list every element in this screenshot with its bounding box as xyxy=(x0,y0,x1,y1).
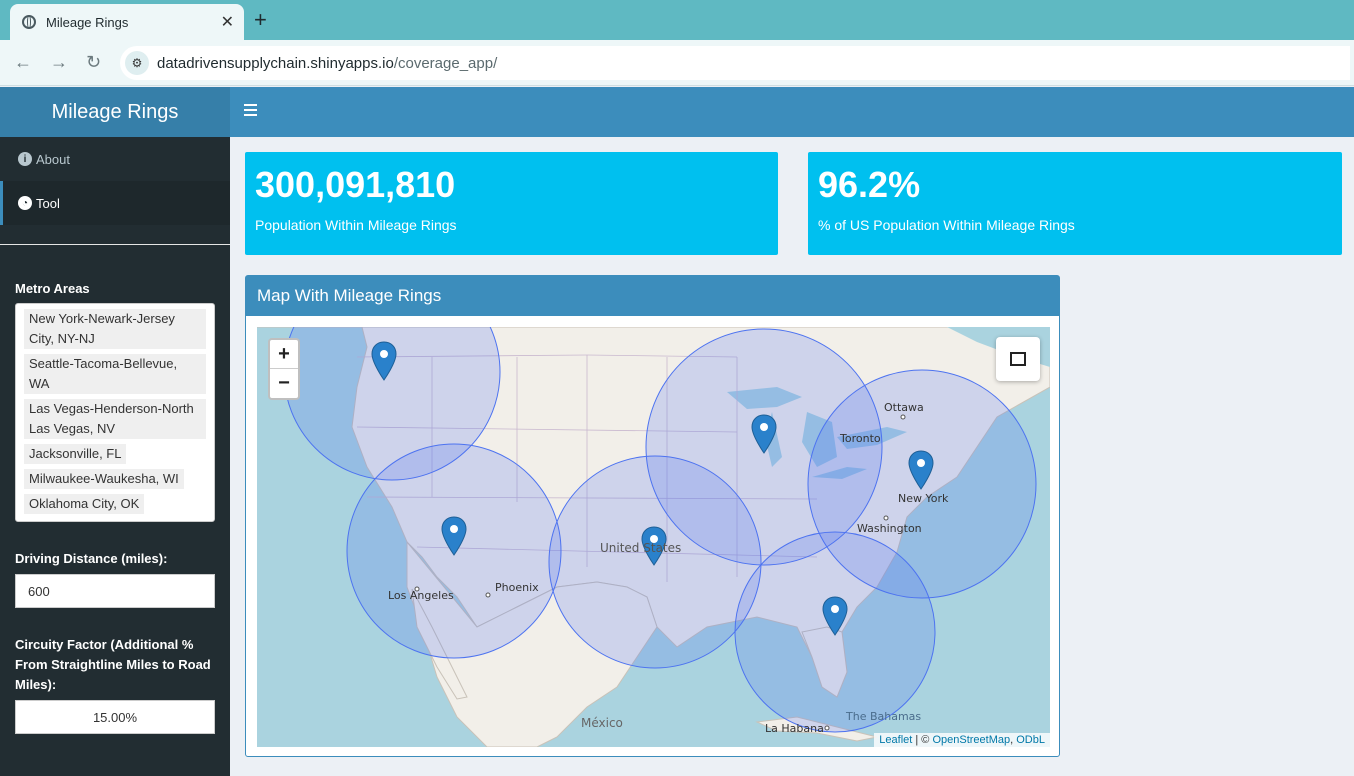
back-icon[interactable]: ← xyxy=(14,52,32,72)
map-label: México xyxy=(581,716,623,730)
url-field[interactable]: ⚙ datadrivensupplychain.shinyapps.io/cov… xyxy=(120,46,1350,80)
info-icon: i xyxy=(18,152,32,166)
app-title: Mileage Rings xyxy=(0,87,230,137)
percent-value: 96.2% xyxy=(818,164,921,205)
map-label: La Habana xyxy=(765,722,824,735)
map-label: United States xyxy=(600,541,681,555)
fullscreen-icon xyxy=(1010,352,1026,366)
fullscreen-button[interactable] xyxy=(996,337,1040,381)
osm-link[interactable]: OpenStreetMap xyxy=(932,734,1011,746)
sidebar: i About ◔ Tool Metro Areas New York-Newa… xyxy=(0,137,230,776)
top-navbar xyxy=(230,87,1354,137)
metro-chip[interactable]: Oklahoma City, OK xyxy=(24,494,145,514)
percent-subtitle: % of US Population Within Mileage Rings xyxy=(818,217,1075,233)
map-label: New York xyxy=(898,492,949,505)
marker-milwaukee[interactable] xyxy=(751,414,777,454)
map-label: Washington xyxy=(857,522,922,535)
map-canvas[interactable]: Ottawa Toronto New York Washington Unite… xyxy=(257,327,1050,747)
map-label: Toronto xyxy=(839,432,881,445)
dashboard-icon: ◔ xyxy=(18,196,32,210)
driving-distance-label: Driving Distance (miles): xyxy=(15,551,168,566)
north-america-land xyxy=(257,327,1050,698)
circuity-factor-input[interactable]: 15.00% xyxy=(15,700,215,734)
map-label: Phoenix xyxy=(495,581,539,594)
city-dots xyxy=(414,414,906,731)
map-label: The Bahamas xyxy=(845,710,921,723)
state-borders xyxy=(356,354,818,582)
metro-areas-label: Metro Areas xyxy=(15,281,90,296)
great-lakes xyxy=(727,387,907,479)
mexico-land xyxy=(406,540,658,747)
florida-land xyxy=(801,626,848,698)
browser-tab-bar: Mileage Rings ✕ + xyxy=(0,0,1354,40)
url-domain: datadrivensupplychain.shinyapps.io xyxy=(157,54,394,72)
marker-oklahoma-city[interactable] xyxy=(641,526,667,566)
odbl-link[interactable]: ODbL xyxy=(1016,734,1045,746)
leaflet-map[interactable]: Ottawa Toronto New York Washington Unite… xyxy=(257,327,1050,747)
globe-icon xyxy=(22,15,36,29)
zoom-control: + − xyxy=(268,338,300,400)
metro-areas-select[interactable]: New York-Newark-Jersey City, NY-NJ Seatt… xyxy=(15,303,215,522)
sidebar-item-label: Tool xyxy=(36,195,60,211)
sidebar-item-tool[interactable]: ◔ Tool xyxy=(0,181,230,225)
sidebar-item-about[interactable]: i About xyxy=(0,137,230,181)
leaflet-link[interactable]: Leaflet xyxy=(879,734,913,746)
map-labels: Ottawa Toronto New York Washington Unite… xyxy=(388,401,949,735)
forward-icon[interactable]: → xyxy=(50,52,68,72)
population-subtitle: Population Within Mileage Rings xyxy=(255,217,457,233)
population-value: 300,091,810 xyxy=(255,164,456,205)
marker-jacksonville[interactable] xyxy=(822,596,848,636)
reload-icon[interactable]: ↻ xyxy=(86,52,102,72)
map-box-title: Map With Mileage Rings xyxy=(246,276,1059,316)
new-tab-button[interactable]: + xyxy=(254,7,267,32)
metro-chip[interactable]: Las Vegas-Henderson-North Las Vegas, NV xyxy=(24,399,206,439)
browser-tab[interactable]: Mileage Rings ✕ xyxy=(10,4,244,40)
percent-value-box: 96.2% % of US Population Within Mileage … xyxy=(808,152,1342,255)
circuity-factor-label: Circuity Factor (Additional % From Strai… xyxy=(15,637,211,692)
zoom-out-button[interactable]: − xyxy=(278,372,290,394)
metro-chip[interactable]: Seattle-Tacoma-Bellevue, WA xyxy=(24,354,206,394)
tab-title: Mileage Rings xyxy=(46,14,129,30)
baja-land xyxy=(411,588,468,700)
map-label: Ottawa xyxy=(884,401,924,414)
population-value-box: 300,091,810 Population Within Mileage Ri… xyxy=(245,152,778,255)
address-bar: ← → ↻ ⚙ datadrivensupplychain.shinyapps.… xyxy=(0,40,1354,86)
close-tab-icon[interactable]: ✕ xyxy=(220,14,234,31)
cuba-land xyxy=(755,716,878,742)
map-box: Map With Mileage Rings xyxy=(245,275,1060,757)
metro-chip[interactable]: New York-Newark-Jersey City, NY-NJ xyxy=(24,309,206,349)
map-label: Los Angeles xyxy=(388,589,454,602)
map-attribution: Leaflet | © OpenStreetMap, ODbL xyxy=(874,733,1050,747)
marker-seattle[interactable] xyxy=(371,341,397,381)
url-path: /coverage_app/ xyxy=(393,54,498,72)
sidebar-item-label: About xyxy=(36,151,70,167)
marker-las-vegas[interactable] xyxy=(441,516,467,556)
driving-distance-input[interactable]: 600 xyxy=(15,574,215,608)
marker-new-york[interactable] xyxy=(908,450,934,490)
sidebar-divider xyxy=(0,244,230,245)
sidebar-toggle-icon[interactable] xyxy=(244,101,260,121)
zoom-in-button[interactable]: + xyxy=(270,340,298,369)
metro-chip[interactable]: Milwaukee-Waukesha, WI xyxy=(24,469,184,489)
map-markers xyxy=(371,341,934,636)
attribution-separator: | © xyxy=(912,734,933,746)
site-settings-icon[interactable]: ⚙ xyxy=(125,51,149,75)
metro-chip[interactable]: Jacksonville, FL xyxy=(24,444,127,464)
